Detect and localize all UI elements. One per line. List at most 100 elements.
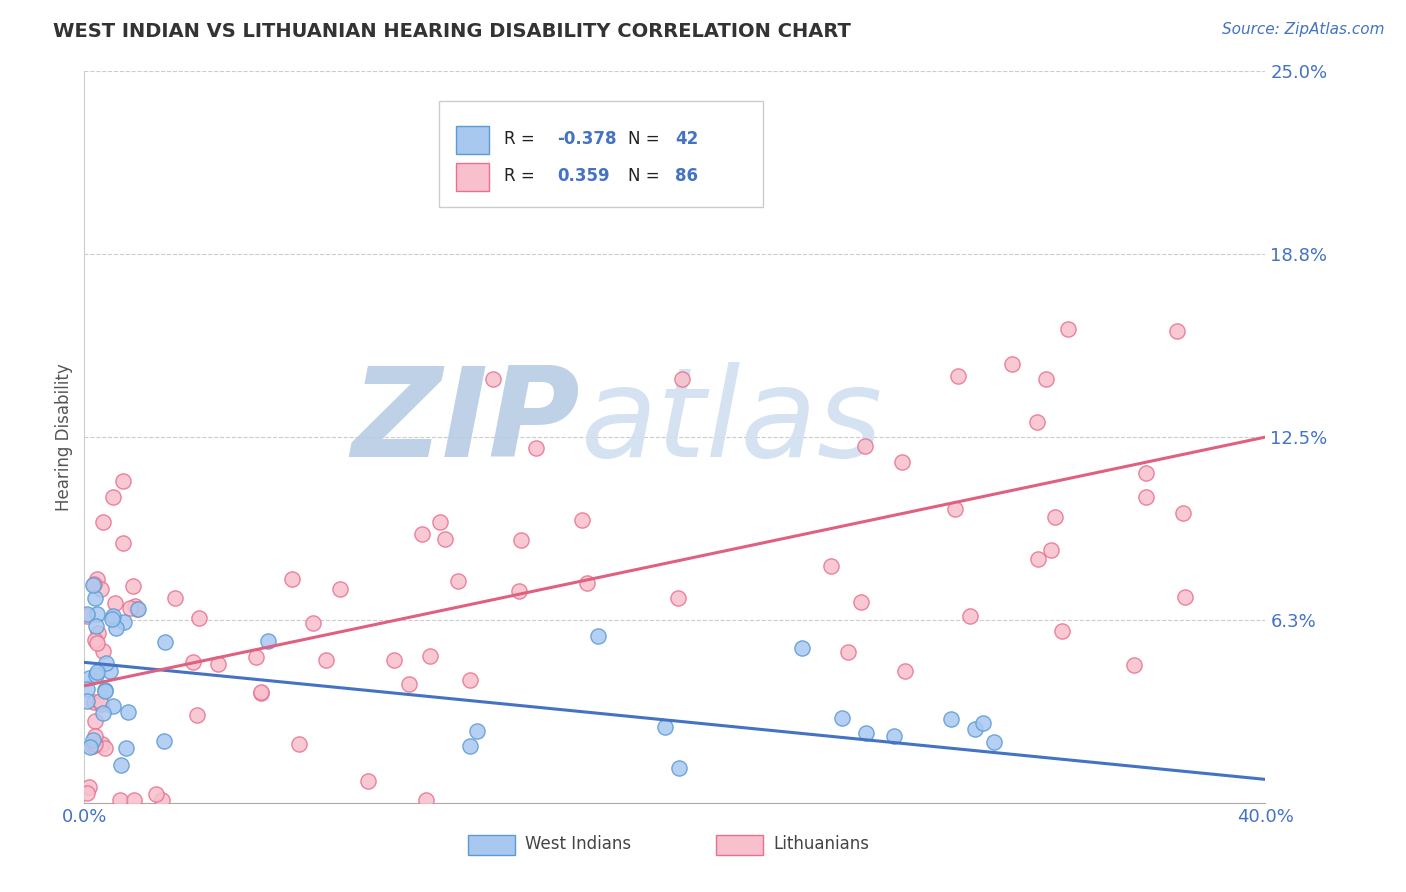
Point (163, 591, 186, 605)
Point (101, 612, 124, 626)
Point (104, 596, 127, 610)
Point (115, 741, 138, 756)
Point (82, 739, 104, 754)
Bar (457, 163, 489, 191)
Point (1166, 324, 1188, 338)
Point (301, 616, 323, 631)
Point (965, 723, 987, 737)
Point (86, 626, 108, 640)
Point (145, 787, 167, 801)
Point (86, 607, 108, 622)
Point (509, 533, 531, 547)
Point (152, 734, 174, 748)
Point (90, 582, 112, 597)
Point (1123, 657, 1146, 672)
Point (256, 634, 278, 648)
Point (93, 706, 115, 721)
Point (458, 673, 481, 687)
Point (329, 582, 352, 596)
Point (83, 633, 105, 648)
Point (91, 515, 114, 529)
Point (84, 668, 107, 682)
Point (188, 611, 211, 625)
Point (76, 694, 98, 708)
Point (91, 738, 114, 752)
Point (122, 793, 145, 807)
FancyBboxPatch shape (439, 101, 763, 207)
Point (576, 575, 599, 590)
Text: -0.378: -0.378 (557, 130, 616, 148)
Point (943, 502, 966, 516)
Text: ZIP: ZIP (352, 362, 581, 483)
Text: 0.359: 0.359 (557, 167, 609, 185)
Point (83, 695, 105, 709)
Point (84, 737, 107, 751)
Point (84, 729, 107, 743)
Point (76, 608, 98, 623)
Point (94, 657, 117, 671)
Point (1001, 357, 1024, 371)
Point (851, 595, 873, 609)
Point (77, 672, 100, 686)
Point (186, 707, 208, 722)
Point (76, 681, 98, 696)
Text: Source: ZipAtlas.com: Source: ZipAtlas.com (1222, 22, 1385, 37)
Point (153, 635, 176, 649)
Text: R =: R = (503, 167, 540, 185)
Point (467, 723, 489, 738)
Point (1056, 321, 1078, 335)
Point (91, 644, 114, 658)
Point (853, 439, 876, 453)
Point (315, 653, 337, 667)
Point (94, 741, 117, 756)
Point (89, 694, 111, 708)
Text: R =: R = (503, 130, 540, 148)
Point (959, 608, 981, 623)
Point (82, 732, 104, 747)
Point (1026, 551, 1049, 566)
Point (108, 793, 131, 807)
Point (1050, 624, 1073, 639)
Text: Lithuanians: Lithuanians (773, 835, 869, 853)
Point (117, 705, 139, 719)
Point (110, 757, 132, 772)
Point (883, 729, 905, 743)
Point (831, 711, 853, 725)
Point (894, 665, 917, 679)
Point (181, 655, 204, 669)
Point (86, 572, 108, 586)
Point (76, 786, 98, 800)
Point (84, 714, 107, 728)
Point (433, 532, 456, 546)
Text: 86: 86 (675, 167, 697, 185)
Point (654, 720, 676, 734)
Point (79, 739, 101, 754)
Point (983, 734, 1005, 748)
Point (250, 686, 273, 700)
Point (524, 441, 547, 455)
Point (972, 716, 994, 731)
Point (1135, 490, 1157, 504)
Point (101, 698, 124, 713)
Point (120, 601, 142, 615)
Point (84, 619, 107, 633)
Point (127, 602, 149, 616)
Point (103, 609, 125, 624)
Point (429, 516, 451, 530)
Point (94, 684, 117, 698)
Point (150, 793, 173, 807)
Point (207, 657, 229, 672)
Point (671, 372, 693, 386)
Point (571, 513, 593, 527)
Point (668, 761, 690, 775)
Point (90, 697, 112, 711)
Point (415, 793, 437, 807)
Point (250, 685, 273, 699)
Point (112, 615, 135, 629)
Point (101, 490, 124, 504)
Y-axis label: Hearing Disability: Hearing Disability (55, 363, 73, 511)
Point (666, 591, 689, 606)
Point (111, 475, 134, 489)
Point (890, 455, 912, 469)
Point (86, 665, 108, 680)
